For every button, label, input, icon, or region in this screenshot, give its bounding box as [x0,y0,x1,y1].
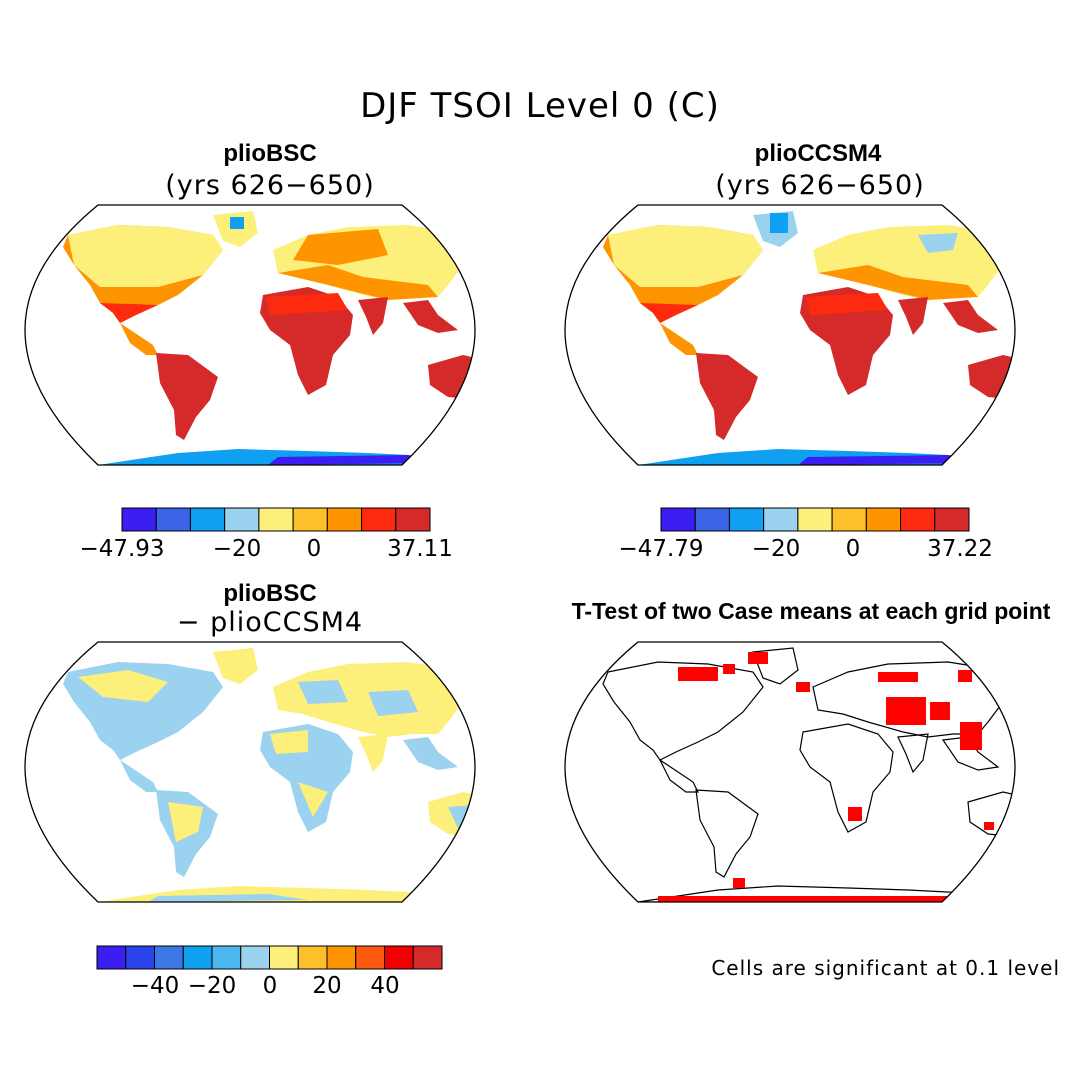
colorbar-swatch [240,945,270,970]
colorbar-3-swatches [96,945,443,970]
colorbar-1-swatches [121,507,431,532]
colorbar-swatch [660,507,696,532]
colorbar-swatch [797,507,833,532]
colorbar-swatch [96,945,127,970]
colorbar-1-label-max: 37.11 [387,536,453,562]
panel-4-title: T-Test of two Case means at each grid po… [571,598,1051,624]
colorbar-swatch [292,507,328,532]
panel-2-map [564,204,1016,466]
panel-3-title: plioBSC [223,580,317,607]
colorbar-swatch [694,507,730,532]
colorbar-swatch [831,507,867,532]
figure-title: DJF TSOI Level 0 (C) [360,86,720,126]
colorbar-swatch [395,507,431,532]
panel-4-map [564,641,1016,903]
colorbar-swatch [355,945,385,970]
colorbar-3-label-zero: 0 [263,973,278,999]
colorbar-swatch [763,507,799,532]
colorbar-swatch [154,945,184,970]
colorbar-1-label-neg20: −20 [213,536,262,562]
colorbar-swatch [412,945,443,970]
panel-1-subtitle: (yrs 626−650) [165,170,375,201]
colorbar-2-label-max: 37.22 [927,536,993,562]
colorbar-swatch [121,507,157,532]
colorbar-1: −47.93 −20 0 37.11 [79,507,453,562]
colorbar-3: −40 −20 0 20 40 [96,945,443,999]
colorbar-swatch [269,945,299,970]
significance-note: Cells are significant at 0.1 level [711,956,1060,980]
colorbar-swatch [865,507,902,532]
colorbar-swatch [384,945,414,970]
colorbar-3-label-neg40: −40 [131,973,180,999]
panel-1-map [24,204,476,466]
colorbar-swatch [361,507,397,532]
colorbar-swatch [326,945,357,970]
colorbar-3-label-40: 40 [370,973,399,999]
colorbar-2-label-min: −47.79 [618,536,703,562]
colorbar-2-label-neg20: −20 [752,536,801,562]
panel-3-subtitle: − plioCCSM4 [176,607,364,638]
colorbar-swatch [155,507,191,532]
colorbar-3-label-20: 20 [312,973,341,999]
colorbar-3-label-neg20: −20 [188,973,237,999]
colorbar-swatch [211,945,242,970]
colorbar-2-label-zero: 0 [846,536,861,562]
colorbar-1-label-min: −47.93 [79,536,164,562]
colorbar-swatch [326,507,363,532]
colorbar-swatch [934,507,970,532]
colorbar-swatch [224,507,260,532]
panel-2-title: plioCCSM4 [754,140,882,167]
colorbar-swatch [728,507,765,532]
colorbar-swatch [189,507,226,532]
colorbar-swatch [900,507,936,532]
colorbar-swatch [297,945,328,970]
panel-2-subtitle: (yrs 626−650) [715,170,925,201]
colorbar-swatch [125,945,155,970]
colorbar-swatch [182,945,213,970]
panel-3-map [24,641,476,903]
significance-cells [658,652,998,902]
colorbar-2-swatches [660,507,970,532]
colorbar-2: −47.79 −20 0 37.22 [618,507,993,562]
panel-1-title: plioBSC [223,140,317,167]
colorbar-swatch [258,507,294,532]
colorbar-1-label-zero: 0 [307,536,322,562]
